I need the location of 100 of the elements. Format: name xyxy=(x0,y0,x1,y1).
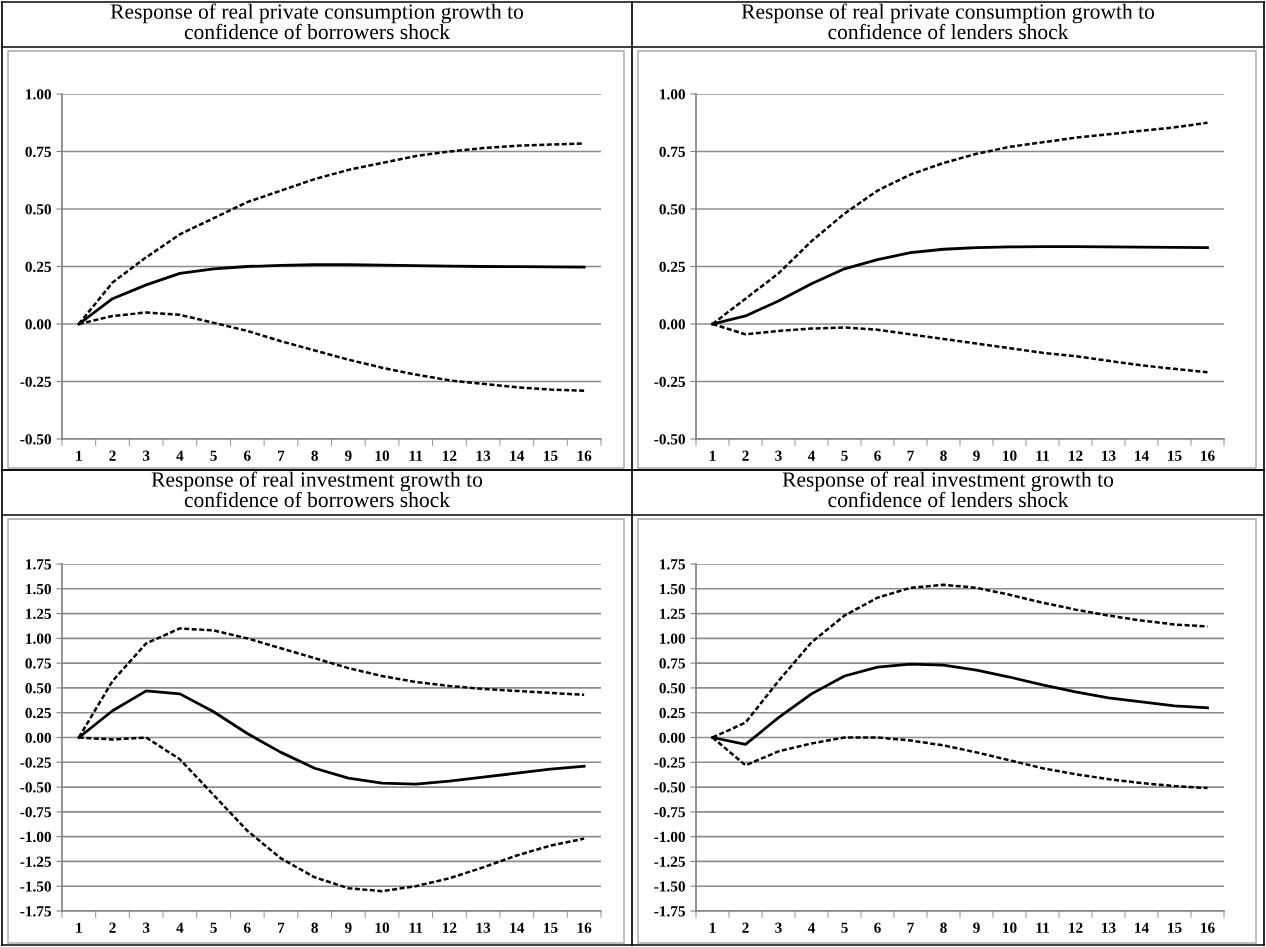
x-tick-label: 13 xyxy=(476,922,491,933)
x-tick-label: 5 xyxy=(841,450,848,461)
x-tick-label: 8 xyxy=(940,450,947,461)
x-tick-label: 2 xyxy=(109,922,116,933)
y-tick-label: 1.00 xyxy=(26,633,51,644)
y-tick-label: 1.50 xyxy=(26,583,51,595)
x-tick-label: 8 xyxy=(311,450,318,461)
y-tick-label: -0.25 xyxy=(654,757,686,768)
y-tick-label: 0.75 xyxy=(25,146,52,158)
x-tick-label: 10 xyxy=(375,450,390,461)
x-tick-label: 5 xyxy=(841,922,848,933)
y-tick-label: 1.00 xyxy=(26,89,51,100)
y-tick-label: -1.50 xyxy=(20,881,51,892)
x-tick-label: 16 xyxy=(577,922,592,933)
x-tick-label: 14 xyxy=(510,450,525,461)
chart-title: Response of real private consumption growth to confidence of lenders shock xyxy=(741,3,1155,40)
y-tick-label: 0.50 xyxy=(659,204,685,215)
x-tick-label: 10 xyxy=(375,922,390,933)
y-tick-label: -1.75 xyxy=(654,906,686,917)
x-tick-label: 8 xyxy=(940,922,947,933)
x-tick-label: 1 xyxy=(709,922,716,933)
x-tick-label: 3 xyxy=(775,922,782,933)
y-tick-label: -0.50 xyxy=(20,434,51,445)
x-tick-label: 6 xyxy=(874,922,881,933)
chart-title: Response of real investment growth to confidence of borrowers shock xyxy=(151,471,483,508)
y-tick-label: 0.25 xyxy=(25,261,52,273)
y-tick-label: 0.00 xyxy=(659,319,685,330)
y-tick-label: 0.75 xyxy=(659,658,686,669)
x-tick-label: 11 xyxy=(1036,450,1049,461)
y-tick-label: 1.25 xyxy=(26,608,52,620)
y-tick-label: -0.50 xyxy=(654,782,685,793)
y-tick-label: -1.50 xyxy=(654,881,685,892)
x-tick-label: 14 xyxy=(1135,922,1149,933)
y-tick-label: -1.25 xyxy=(654,856,686,867)
y-tick-label: -1.00 xyxy=(20,831,51,843)
x-tick-label: 16 xyxy=(1201,450,1215,461)
y-tick-label: 0.00 xyxy=(659,732,685,744)
x-tick-label: 9 xyxy=(973,922,980,933)
x-tick-label: 5 xyxy=(210,450,217,461)
y-tick-label: -0.50 xyxy=(20,782,51,793)
x-tick-label: 11 xyxy=(1036,922,1049,933)
x-tick-label: 12 xyxy=(1069,922,1083,933)
y-tick-label: 1.25 xyxy=(660,608,686,620)
x-tick-label: 2 xyxy=(742,922,749,933)
x-tick-label: 11 xyxy=(409,922,423,933)
x-tick-label: 2 xyxy=(742,450,749,461)
y-tick-label: 1.75 xyxy=(26,559,52,570)
y-tick-label: 0.50 xyxy=(25,204,51,215)
y-tick-label: 0.00 xyxy=(25,319,51,330)
y-tick-label: 0.50 xyxy=(659,683,685,694)
x-tick-label: 16 xyxy=(1201,922,1215,933)
y-tick-label: 0.75 xyxy=(659,146,686,158)
x-tick-label: 15 xyxy=(1168,450,1182,461)
y-tick-label: 1.50 xyxy=(660,583,685,595)
y-tick-label: 0.25 xyxy=(659,261,686,273)
x-tick-label: 11 xyxy=(409,450,423,461)
x-tick-label: 15 xyxy=(544,922,558,933)
x-tick-label: 12 xyxy=(1069,450,1083,461)
y-tick-label: -1.00 xyxy=(654,831,685,843)
x-tick-label: 6 xyxy=(874,450,881,461)
x-tick-label: 13 xyxy=(476,450,491,461)
x-tick-label: 4 xyxy=(176,922,184,933)
x-tick-label: 4 xyxy=(807,450,816,461)
x-tick-label: 6 xyxy=(243,450,251,461)
y-tick-label: 0.75 xyxy=(25,658,52,669)
x-tick-label: 8 xyxy=(311,922,318,933)
x-tick-label: 1 xyxy=(76,450,82,461)
x-tick-label: 4 xyxy=(176,450,184,461)
y-tick-label: -0.25 xyxy=(20,376,52,388)
x-tick-label: 9 xyxy=(344,922,352,933)
y-tick-label: 0.25 xyxy=(25,707,52,719)
y-tick-label: 0.25 xyxy=(659,707,686,719)
x-tick-label: 3 xyxy=(775,450,782,461)
x-tick-label: 1 xyxy=(709,450,716,461)
x-tick-label: 15 xyxy=(1168,922,1182,933)
x-tick-label: 1 xyxy=(76,922,82,933)
x-tick-label: 2 xyxy=(109,450,116,461)
x-tick-label: 7 xyxy=(278,450,285,461)
x-tick-label: 14 xyxy=(1135,450,1149,461)
chart-title: Response of real investment growth to confidence of lenders shock xyxy=(782,471,1114,508)
x-tick-label: 14 xyxy=(510,922,525,933)
y-tick-label: -0.25 xyxy=(654,376,686,388)
x-tick-label: 3 xyxy=(142,922,150,933)
x-tick-label: 9 xyxy=(344,450,352,461)
y-tick-label: -1.25 xyxy=(20,856,52,867)
y-tick-label: -0.50 xyxy=(654,434,685,445)
x-tick-label: 3 xyxy=(142,450,150,461)
x-tick-label: 7 xyxy=(278,922,285,933)
x-tick-label: 5 xyxy=(210,922,217,933)
y-tick-label: -0.75 xyxy=(654,807,686,818)
x-tick-label: 16 xyxy=(577,450,592,461)
x-tick-label: 15 xyxy=(544,450,558,461)
y-tick-label: -1.75 xyxy=(20,906,52,917)
x-tick-label: 6 xyxy=(243,922,251,933)
x-tick-label: 4 xyxy=(807,922,816,933)
x-tick-label: 9 xyxy=(973,450,980,461)
x-tick-label: 7 xyxy=(907,450,914,461)
x-tick-label: 10 xyxy=(1003,450,1017,461)
chart-title: Response of real private consumption growth to confidence of borrowers shock xyxy=(110,3,524,40)
x-tick-label: 7 xyxy=(907,922,914,933)
